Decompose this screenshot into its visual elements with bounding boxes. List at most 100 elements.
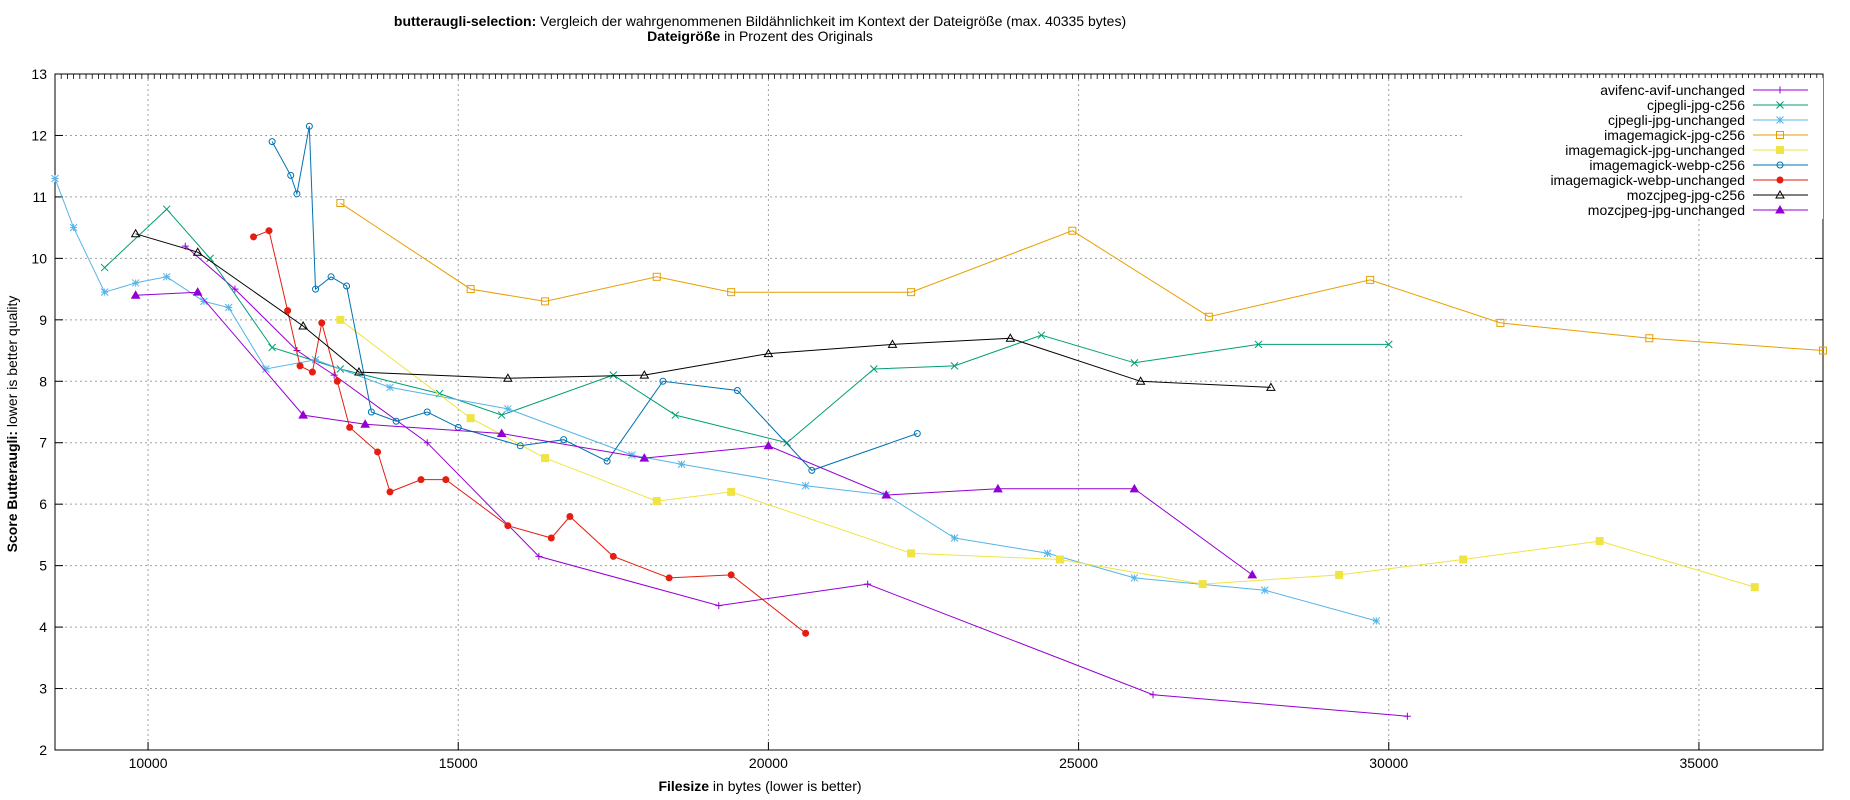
data-point: [262, 365, 270, 373]
data-point: [603, 457, 611, 465]
data-point: [1335, 570, 1344, 579]
data-point: [386, 488, 394, 496]
data-point: [504, 405, 512, 413]
data-point: [192, 287, 203, 296]
data-point: [360, 419, 371, 428]
data-point: [887, 339, 898, 348]
data-point: [327, 273, 335, 281]
x-tick-label: 35000: [1679, 755, 1718, 771]
data-point: [535, 552, 543, 560]
data-point: [1366, 275, 1375, 284]
data-point: [1068, 226, 1077, 235]
data-point: [130, 228, 141, 238]
data-point: [51, 174, 59, 183]
data-point: [659, 377, 667, 385]
data-point: [423, 439, 431, 447]
legend-swatch-marker: [1775, 189, 1785, 199]
data-point: [547, 534, 555, 542]
data-point: [162, 205, 171, 214]
data-point: [950, 534, 959, 542]
data-point: [386, 383, 394, 392]
data-point: [1266, 382, 1276, 391]
y-tick-label: 11: [32, 189, 47, 205]
data-point: [1260, 586, 1269, 595]
data-point: [231, 285, 239, 293]
legend-label: imagemagick-jpg-unchanged: [1565, 142, 1745, 158]
data-point: [727, 288, 736, 297]
x-tick-label: 30000: [1369, 755, 1408, 771]
data-point: [1130, 358, 1139, 367]
data-point: [311, 355, 320, 364]
data-point: [808, 466, 816, 474]
x-tick-label: 15000: [439, 755, 478, 771]
data-point: [727, 487, 736, 496]
data-point: [287, 171, 295, 179]
y-tick-label: 10: [31, 250, 47, 266]
data-point: [783, 438, 791, 447]
y-tick-label: 13: [31, 66, 47, 82]
data-point: [1043, 549, 1052, 558]
data-point: [423, 408, 431, 416]
plot-area: 10000 15000 20000 25000 30000 35000 2 3 4 5 6 7 8 9 10…: [31, 66, 1827, 771]
series-line-imagemagick-jpg-c256: [340, 202, 1824, 351]
legend-swatch-marker: [1776, 146, 1784, 154]
data-point: [665, 574, 673, 582]
legend-label: imagemagick-jpg-c256: [1604, 127, 1745, 143]
data-point: [541, 454, 550, 463]
data-point: [466, 285, 475, 294]
data-point: [628, 451, 636, 459]
y-tick-label: 2: [39, 742, 47, 758]
data-point: [1819, 346, 1827, 355]
data-point: [1750, 583, 1759, 592]
data-point: [1135, 376, 1146, 385]
data-point: [950, 362, 959, 370]
y-tick-label: 5: [39, 558, 47, 574]
legend-label: cjpegli-jpg-c256: [1647, 97, 1745, 113]
data-point: [652, 497, 661, 506]
data-point: [715, 602, 723, 610]
data-point: [639, 370, 650, 379]
legend-label: cjpegli-jpg-unchanged: [1608, 112, 1745, 128]
data-point: [265, 227, 273, 235]
data-point: [1005, 333, 1016, 342]
legend-label: mozcjpeg-jpg-c256: [1627, 187, 1745, 203]
data-point: [1055, 555, 1064, 564]
data-point: [1372, 617, 1381, 625]
data-point: [100, 263, 109, 272]
y-tick-label: 3: [39, 681, 47, 697]
data-point: [652, 272, 661, 281]
data-point: [881, 489, 892, 499]
data-point: [69, 223, 78, 232]
data-point: [516, 442, 524, 450]
data-point: [200, 297, 208, 306]
y-tick-label: 12: [31, 127, 47, 143]
y-tick-label: 8: [39, 373, 47, 389]
data-point: [497, 411, 506, 419]
data-point: [671, 411, 680, 419]
data-point: [1129, 483, 1140, 493]
data-point: [1403, 712, 1411, 720]
data-point: [354, 367, 364, 376]
data-point: [504, 522, 512, 530]
data-point: [907, 288, 916, 297]
data-point: [100, 288, 109, 297]
y-tick-label: 7: [39, 435, 47, 451]
data-point: [733, 386, 741, 394]
series-line-imagemagick-webp-unchanged: [253, 230, 806, 634]
data-point: [913, 430, 921, 438]
series-line-mozcjpeg-jpg-unchanged: [135, 291, 1253, 576]
data-point: [496, 428, 507, 438]
data-point: [417, 476, 425, 484]
data-point: [130, 290, 141, 299]
x-axis-label: Filesize in bytes (lower is better): [658, 778, 861, 794]
x-axis-label-bold: Filesize: [658, 778, 709, 794]
data-point: [336, 199, 345, 208]
data-point: [308, 368, 316, 376]
data-point: [1384, 340, 1393, 349]
legend-swatch-marker: [1776, 131, 1784, 139]
chart-title-rest: Vergleich der wahrgenommenen Bildähnlich…: [536, 13, 1126, 29]
y-axis-label-rest: lower is better quality: [4, 296, 20, 431]
y-axis-label: Score Butteraugli: lower is better quali…: [4, 296, 20, 553]
legend-label: avifenc-avif-unchanged: [1600, 82, 1745, 98]
data-point: [268, 343, 276, 352]
